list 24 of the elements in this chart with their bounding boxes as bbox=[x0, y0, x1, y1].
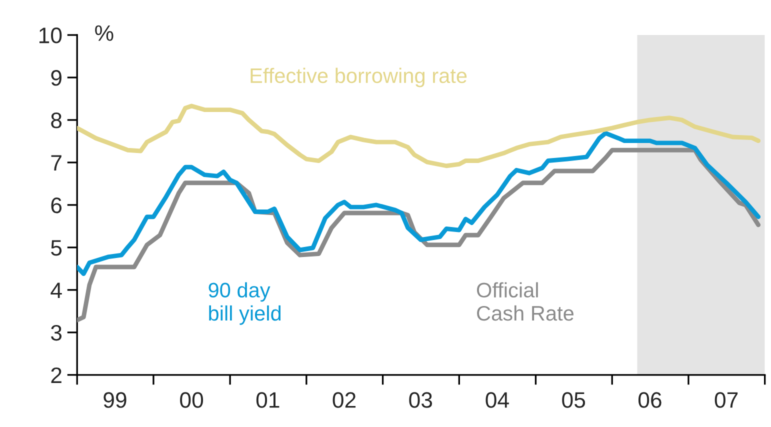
x-tick-label: 01 bbox=[256, 392, 280, 408]
series-label: Official Cash Rate bbox=[476, 282, 574, 321]
x-tick-label: 00 bbox=[180, 392, 204, 408]
y-tick-label: 3 bbox=[51, 324, 62, 341]
y-axis-title: % bbox=[95, 25, 114, 41]
x-tick-label: 06 bbox=[638, 392, 662, 408]
y-tick-label: 8 bbox=[51, 112, 62, 128]
x-tick-label: 02 bbox=[332, 392, 356, 408]
x-tick-label: 07 bbox=[714, 392, 738, 408]
line-series bbox=[77, 104, 761, 168]
y-tick-label: 6 bbox=[51, 197, 62, 214]
series-label: Effective borrowing rate bbox=[250, 68, 467, 88]
y-tick-label: 2 bbox=[51, 367, 62, 383]
y-tick-label: 9 bbox=[51, 70, 62, 86]
line-series bbox=[77, 130, 761, 276]
y-tick-label: 5 bbox=[51, 240, 62, 256]
x-tick-label: 04 bbox=[486, 392, 509, 408]
y-tick-label: 7 bbox=[51, 155, 62, 171]
x-tick-label: 99 bbox=[104, 392, 126, 408]
x-tick-label: 03 bbox=[409, 392, 432, 408]
series-label: 90 day bill yield bbox=[208, 282, 281, 325]
y-tick-label: 4 bbox=[50, 282, 62, 298]
y-tick-label: 10 bbox=[39, 28, 62, 44]
x-tick-label: 05 bbox=[562, 392, 586, 408]
